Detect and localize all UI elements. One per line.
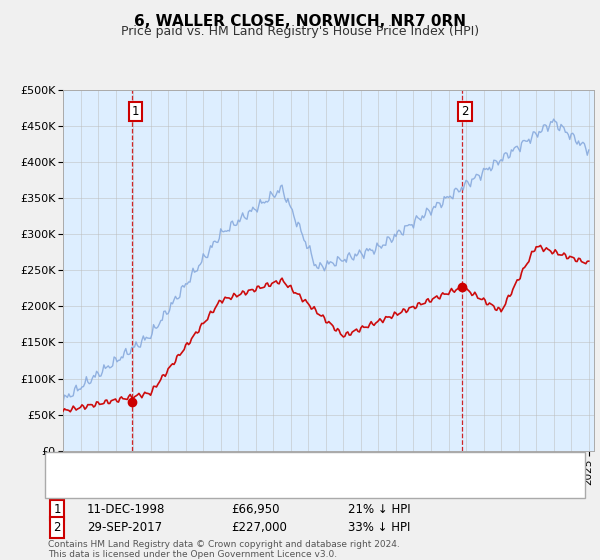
Text: Contains HM Land Registry data © Crown copyright and database right 2024.: Contains HM Land Registry data © Crown c…: [48, 540, 400, 549]
Text: Price paid vs. HM Land Registry's House Price Index (HPI): Price paid vs. HM Land Registry's House …: [121, 25, 479, 38]
Text: 1: 1: [132, 105, 139, 118]
Text: 6, WALLER CLOSE, NORWICH, NR7 0RN: 6, WALLER CLOSE, NORWICH, NR7 0RN: [134, 14, 466, 29]
Text: 1: 1: [53, 503, 61, 516]
Text: 11-DEC-1998: 11-DEC-1998: [87, 503, 166, 516]
Text: This data is licensed under the Open Government Licence v3.0.: This data is licensed under the Open Gov…: [48, 550, 337, 559]
Text: 29-SEP-2017: 29-SEP-2017: [87, 521, 162, 534]
Text: 2: 2: [53, 521, 61, 534]
Text: 2: 2: [461, 105, 469, 118]
Text: 6, WALLER CLOSE, NORWICH, NR7 0RN (detached house): 6, WALLER CLOSE, NORWICH, NR7 0RN (detac…: [85, 460, 405, 470]
Text: £227,000: £227,000: [231, 521, 287, 534]
Text: £66,950: £66,950: [231, 503, 280, 516]
Text: HPI: Average price, detached house, Broadland: HPI: Average price, detached house, Broa…: [85, 479, 349, 489]
Text: 21% ↓ HPI: 21% ↓ HPI: [348, 503, 410, 516]
Text: 33% ↓ HPI: 33% ↓ HPI: [348, 521, 410, 534]
